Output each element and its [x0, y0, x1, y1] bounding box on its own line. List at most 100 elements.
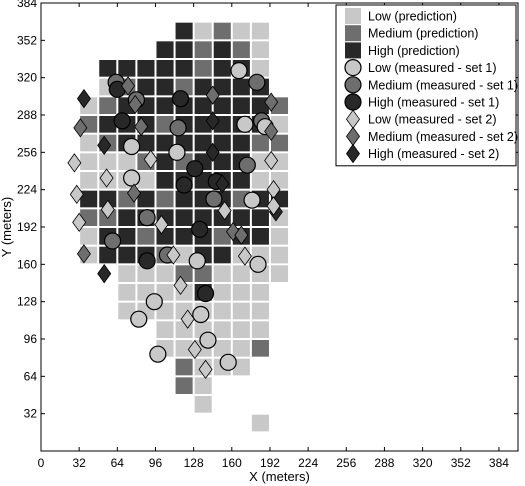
prediction-cell-high [213, 153, 231, 170]
prediction-cell-medium [156, 116, 174, 133]
measured-set2-low-point [143, 149, 158, 170]
prediction-cell-high [213, 41, 231, 58]
prediction-cell-medium [213, 22, 231, 40]
measured-set1-high-point [186, 160, 204, 178]
legend: Low (prediction) Medium (prediction) High … [335, 4, 518, 167]
prediction-cell-high [175, 22, 193, 40]
prediction-cell-medium [251, 340, 269, 357]
prediction-cell-high [232, 134, 250, 152]
measured-set2-medium-point [264, 121, 279, 142]
prediction-cell-high [137, 78, 155, 96]
prediction-cell-medium [232, 41, 250, 58]
measured-set2-high-point [97, 135, 112, 156]
measured-set2-high-point [215, 174, 230, 194]
prediction-cell-low [251, 172, 269, 189]
prediction-cell-low [232, 321, 250, 338]
x-tick-label: 192 [260, 456, 280, 470]
prediction-cell-medium [194, 265, 212, 282]
prediction-cell-low [232, 358, 250, 376]
measured-set2-low-point [166, 245, 181, 265]
prediction-cell-low [251, 414, 269, 432]
prediction-cell-high [175, 60, 193, 77]
measured-set2-low-point [69, 184, 84, 205]
prediction-cell-high [232, 209, 250, 226]
x-tick-label: 160 [222, 456, 242, 470]
x-tick-label: 32 [72, 456, 86, 470]
measured-set1-low-point [192, 305, 210, 324]
prediction-cell-high [251, 228, 269, 245]
prediction-cell-low [270, 228, 289, 245]
legend-label: Low (measured - set 2) [368, 113, 497, 127]
measured-set1-low-point [188, 252, 206, 270]
prediction-cell-low [80, 153, 98, 170]
prediction-cell-low [137, 172, 155, 189]
prediction-cell-medium [175, 358, 193, 376]
prediction-cell-low [80, 228, 98, 245]
x-tick-label: 0 [38, 456, 45, 470]
legend-swatch-circle-low [344, 58, 362, 77]
prediction-cell-high [137, 134, 155, 152]
prediction-cell-low [213, 340, 231, 357]
prediction-cell-low [118, 265, 136, 282]
prediction-cell-high [99, 190, 117, 208]
measured-set1-medium-point [248, 73, 266, 91]
prediction-cell-medium [270, 134, 289, 152]
prediction-cell-high [99, 246, 117, 264]
prediction-cell-low [80, 134, 98, 152]
measured-set1-high-point [191, 220, 209, 238]
measured-set2-low-point [99, 168, 114, 188]
measured-set1-medium-point [238, 156, 256, 174]
measured-set1-high-point [196, 284, 215, 303]
measured-set2-low-point [264, 150, 279, 171]
legend-label: Low (measured - set 1) [368, 61, 497, 75]
prediction-cell-medium [156, 190, 174, 208]
x-tick-label: 384 [489, 456, 509, 470]
measured-set1-high-point [171, 90, 190, 108]
prediction-cell-high [232, 97, 250, 114]
prediction-cell-low [251, 22, 269, 40]
measured-set2-low-point [173, 275, 188, 296]
prediction-cell-low [118, 302, 136, 320]
prediction-cell-high [175, 209, 193, 226]
prediction-cell-high [137, 60, 155, 77]
prediction-cell-low [232, 340, 250, 357]
x-tick-label: 64 [111, 456, 125, 470]
prediction-cell-high [232, 172, 250, 189]
measured-set2-high-point [205, 142, 220, 163]
prediction-cell-high [251, 209, 269, 226]
measured-set2-medium-point [76, 244, 91, 264]
prediction-cell-high [80, 190, 98, 208]
prediction-cell-low [137, 265, 155, 282]
measured-set2-high-point [76, 88, 91, 109]
measured-set2-low-point [266, 196, 281, 216]
x-tick-label: 352 [451, 456, 471, 470]
prediction-cell-high [156, 172, 174, 189]
prediction-cell-low [251, 60, 269, 77]
legend-label: Medium (measured - set 1) [368, 78, 518, 92]
measured-set1-low-point [123, 137, 141, 156]
measured-set1-medium-point [103, 232, 122, 250]
legend-label: High (prediction) [368, 44, 460, 58]
prediction-cell-high [213, 60, 231, 77]
measured-set2-markers [67, 76, 283, 380]
measured-set2-medium-point [205, 85, 220, 105]
measured-set1-high-point [138, 252, 156, 270]
measured-set2-medium-point [73, 118, 88, 138]
prediction-cell-low [213, 284, 231, 301]
x-tick-label: 320 [413, 456, 433, 470]
prediction-cell-low [251, 321, 269, 338]
prediction-cell-low [80, 172, 98, 189]
prediction-cell-high [213, 134, 231, 152]
prediction-cell-high [232, 78, 250, 96]
prediction-cell-low [251, 284, 269, 301]
prediction-cell-high [137, 190, 155, 208]
measured-set2-low-point [198, 359, 213, 380]
measured-set2-low-point [217, 200, 232, 221]
y-tick-label: 32 [24, 407, 38, 421]
legend-box [335, 4, 517, 167]
legend-swatch-circle-medium [344, 76, 362, 94]
measured-set2-low-point [72, 212, 87, 233]
measured-set1-medium-point [169, 119, 187, 137]
prediction-cell-medium [194, 41, 212, 58]
measured-set1-high-point [113, 112, 131, 130]
